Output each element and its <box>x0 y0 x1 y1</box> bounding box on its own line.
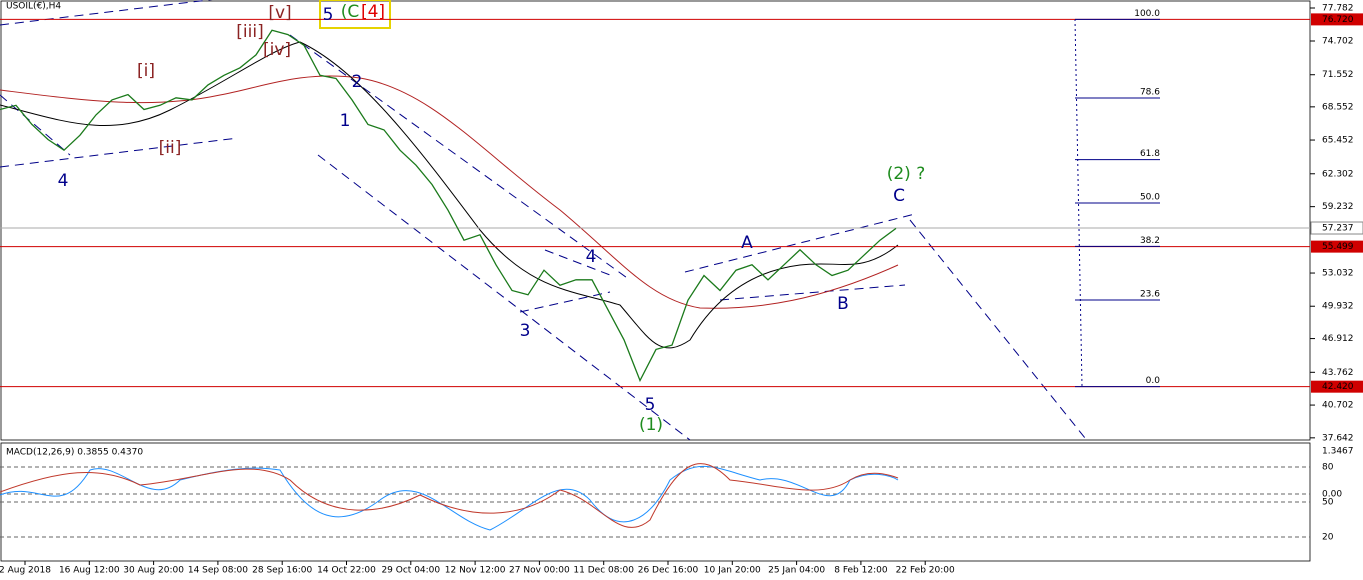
x-tick-label: 8 Feb 12:00 <box>834 566 888 576</box>
header: USOIL(€),H4 <box>6 2 61 12</box>
price-tag <box>1311 240 1363 253</box>
y-tick-label: 68.552 <box>1322 102 1354 112</box>
fib-label: 50.0 <box>1140 193 1160 203</box>
y-tick-label: 43.762 <box>1322 368 1354 378</box>
wave-label: A <box>741 233 753 253</box>
price-line <box>0 29 897 383</box>
macd-title: MACD(12,26,9) 0.3855 0.4370 <box>6 448 143 458</box>
wave-label: [ii] <box>159 138 182 158</box>
macd-tick-label: 80 <box>1322 463 1334 473</box>
wave-label: 4 <box>58 171 69 191</box>
wave-label: (C <box>341 2 360 22</box>
fib-label: 0.0 <box>1146 376 1161 386</box>
y-tick-label: 77.782 <box>1322 4 1354 14</box>
y-tick-label: 40.702 <box>1322 401 1354 411</box>
wave-label: [v] <box>268 3 291 23</box>
y-tick-label: 53.032 <box>1322 269 1354 279</box>
wave-label: [iv] <box>263 40 291 60</box>
macd-tick-label: 50 <box>1322 498 1334 508</box>
y-tick-label: 49.932 <box>1322 302 1354 312</box>
wave-label: (1) <box>639 415 663 435</box>
highlight-box <box>319 0 391 29</box>
wave-label: 2 <box>352 72 363 92</box>
wave-label: [4] <box>361 2 385 22</box>
x-tick-label: 14 Sep 08:00 <box>188 566 248 576</box>
fib-label: 23.6 <box>1140 289 1160 299</box>
x-tick-label: 25 Jan 04:00 <box>768 566 825 576</box>
y-tick-label: 37.642 <box>1322 433 1354 443</box>
y-tick-label: 46.912 <box>1322 334 1354 344</box>
fib-label: 100.0 <box>1134 9 1160 19</box>
x-tick-label: 14 Oct 22:00 <box>317 566 376 576</box>
price-tag <box>1311 13 1363 26</box>
price-tag <box>1310 221 1363 235</box>
x-tick-label: 30 Aug 20:00 <box>123 566 184 576</box>
wave-label: 5 <box>645 395 656 415</box>
signal-line <box>0 463 899 528</box>
price-tag-label: 42.420 <box>1322 382 1354 392</box>
x-tick-label: 11 Dec 08:00 <box>573 566 634 576</box>
price-frame <box>0 0 1311 441</box>
x-tick-label: 12 Nov 12:00 <box>445 566 506 576</box>
price-tag-label: 76.720 <box>1322 15 1354 25</box>
y-tick-label: 65.452 <box>1322 136 1354 146</box>
macd-tick-label: 1.3467 <box>1322 447 1354 457</box>
fast-ma <box>0 41 899 349</box>
wave-label: B <box>837 294 849 314</box>
y-tick-label: 74.702 <box>1322 36 1354 46</box>
fib-label: 78.6 <box>1140 87 1160 97</box>
price-tag-label: 57.237 <box>1322 224 1354 234</box>
wave-label: C <box>893 186 905 206</box>
wave-label: [i] <box>137 61 155 81</box>
wave-label: 3 <box>520 321 531 341</box>
x-tick-label: 2 Aug 2018 <box>0 566 51 576</box>
x-tick-label: 10 Jan 20:00 <box>704 566 761 576</box>
trend-lines <box>0 0 1086 441</box>
macd-tick-label: 20 <box>1322 533 1334 543</box>
x-tick-label: 28 Sep 16:00 <box>252 566 312 576</box>
fib-axis <box>1074 18 1083 387</box>
y-tick-label: 59.232 <box>1322 202 1354 212</box>
x-tick-label: 27 Nov 00:00 <box>509 566 570 576</box>
macd-tick-label: 0.00 <box>1322 490 1342 500</box>
wave-label: 1 <box>340 111 351 131</box>
y-tick-label: 62.302 <box>1322 169 1354 179</box>
x-tick-label: 22 Feb 20:00 <box>896 566 955 576</box>
wave-label: (2) ? <box>887 164 926 184</box>
price-tag <box>1311 380 1363 393</box>
x-tick-label: 26 Dec 16:00 <box>638 566 699 576</box>
wave-label: 5 <box>323 5 334 25</box>
x-tick-label: 16 Aug 12:00 <box>59 566 120 576</box>
wave-label: 4 <box>586 247 597 267</box>
fib-label: 61.8 <box>1140 149 1160 159</box>
wave-label: [iii] <box>236 22 263 42</box>
x-tick-label: 29 Oct 04:00 <box>381 566 440 576</box>
y-tick-label: 71.552 <box>1322 70 1354 80</box>
fib-label: 38.2 <box>1140 236 1160 246</box>
price-tag-label: 55.499 <box>1322 242 1354 252</box>
